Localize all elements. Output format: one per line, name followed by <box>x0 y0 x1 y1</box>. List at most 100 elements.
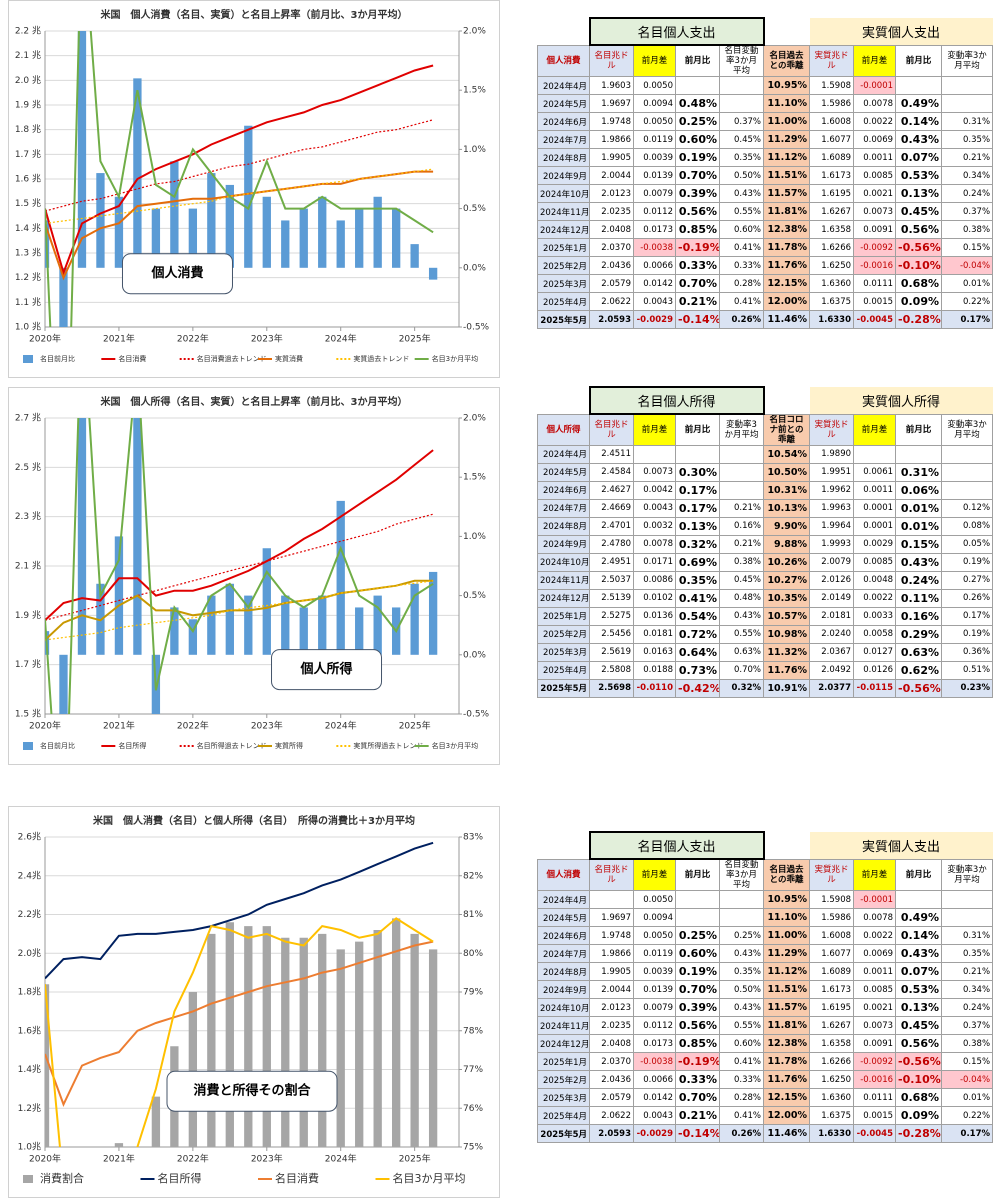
y2-tick-label: 79% <box>463 988 483 998</box>
row-label: 2025年4月 <box>537 660 590 680</box>
cell: 12.00% <box>763 292 811 311</box>
cell: 0.41% <box>718 238 765 257</box>
bar <box>373 930 382 1147</box>
cell: 2.0622 <box>589 292 634 311</box>
column-header: 名目兆ドル <box>589 44 634 77</box>
column-header: 変動率3か月平均 <box>718 413 765 446</box>
cell: 12.00% <box>763 1106 811 1125</box>
cell: 1.6375 <box>809 292 855 311</box>
group-header: 名目個人支出 <box>588 831 765 860</box>
cell: 0.12% <box>941 498 993 518</box>
cell: 0.21% <box>718 498 765 518</box>
annotation-box <box>166 1070 338 1112</box>
bar <box>318 595 327 655</box>
legend-label: 名目所得過去トレンド <box>197 741 267 750</box>
data-row: 2025年2月 2.0436 0.0066 0.33% 0.33% 11.76% 1.625… <box>537 1070 993 1089</box>
bar <box>114 536 124 655</box>
line <box>45 418 434 714</box>
cell: 0.0112 <box>633 1016 676 1035</box>
cell: 1.9951 <box>809 462 855 482</box>
cell: 0.45% <box>895 202 943 221</box>
cell: 2.0235 <box>589 202 634 221</box>
cell: 0.09% <box>895 292 943 311</box>
cell: 2.0367 <box>809 642 855 662</box>
cell: 11.76% <box>763 256 811 275</box>
cell: 1.6173 <box>809 166 855 185</box>
cell <box>718 462 765 482</box>
row-label: 2024年11月 <box>537 1016 590 1035</box>
bar <box>392 918 401 1147</box>
row-label: 2024年6月 <box>537 480 590 500</box>
data-row: 2025年4月 2.0622 0.0043 0.21% 0.41% 12.00% 1.637… <box>537 1106 993 1125</box>
cell: 0.13% <box>675 516 720 536</box>
cell: 0.56% <box>895 220 943 239</box>
column-header: 前月比 <box>895 44 943 77</box>
cell: 2.0240 <box>809 624 855 644</box>
column-header: 前月比 <box>675 44 720 77</box>
blank-cell <box>538 18 590 45</box>
cell: 0.0033 <box>853 606 897 626</box>
cell: 0.0048 <box>853 570 897 590</box>
data-row: 2024年7月 2.4669 0.0043 0.17% 0.21% 10.13% 1.996… <box>537 498 993 518</box>
cell: 0.21% <box>675 292 720 311</box>
cell: -0.0092 <box>853 1052 897 1071</box>
bar <box>336 500 345 655</box>
cell: 0.31% <box>895 462 943 482</box>
y2-tick-label: 80% <box>463 949 483 959</box>
data-row: 2025年3月 2.0579 0.0142 0.70% 0.28% 12.15% 1.636… <box>537 274 993 293</box>
cell: 1.6358 <box>809 1034 855 1053</box>
cell: 12.15% <box>763 1088 811 1107</box>
cell: 2.0044 <box>589 166 634 185</box>
cell: -0.0001 <box>853 76 897 95</box>
cell: 0.29% <box>895 624 943 644</box>
bar <box>114 1143 124 1147</box>
cell: 2.4701 <box>589 516 634 536</box>
y2-tick-label: 1.0% <box>463 532 486 542</box>
x-tick-label: 2024年 <box>325 333 357 345</box>
row-label: 2024年6月 <box>537 926 590 945</box>
cell: 1.9962 <box>809 480 855 500</box>
data-row: 2024年7月 1.9866 0.0119 0.60% 0.43% 11.29% 1.607… <box>537 944 993 963</box>
cell: 11.00% <box>763 926 811 945</box>
cell: 0.50% <box>718 166 765 185</box>
data-row: 2025年3月 2.0579 0.0142 0.70% 0.28% 12.15% 1.636… <box>537 1088 993 1107</box>
y-tick-label: 2.1 兆 <box>15 50 41 61</box>
cell: 0.0032 <box>633 516 676 536</box>
x-tick-label: 2023年 <box>251 1153 283 1165</box>
cell: 0.63% <box>718 642 765 662</box>
cell: 0.53% <box>895 980 943 999</box>
cell: 2.0126 <box>809 570 855 590</box>
cell: 0.0039 <box>633 962 676 981</box>
data-table: 名目個人所得 実質個人所得 個人所得 名目兆ドル 前月差 前月比 変動率3か月平均 名目コロナ… <box>537 386 993 698</box>
cell: 0.32% <box>675 534 720 554</box>
cell: 2.5275 <box>589 606 634 626</box>
line <box>45 168 434 224</box>
cell: 0.0043 <box>633 292 676 311</box>
data-table: 名目個人支出 実質個人支出 個人消費 名目兆ドル 前月差 前月比 名目変動率3か月平均 名目過… <box>537 17 993 329</box>
row-label: 2025年1月 <box>537 606 590 626</box>
row-label: 2024年10月 <box>537 998 590 1017</box>
cell: 0.64% <box>675 642 720 662</box>
bar <box>188 619 198 655</box>
data-row: 2025年4月 2.5808 0.0188 0.73% 0.70% 11.76% 2.049… <box>537 660 993 680</box>
cell: 0.0015 <box>853 1106 897 1125</box>
cell: 0.0078 <box>853 908 897 927</box>
cell: 10.95% <box>763 76 811 95</box>
row-label: 2024年5月 <box>537 908 590 927</box>
cell: -0.0115 <box>853 678 897 698</box>
cell <box>675 890 720 909</box>
bar <box>299 937 308 1147</box>
row-label: 2024年7月 <box>537 498 590 518</box>
cell: -0.56% <box>895 678 943 698</box>
cell: -0.10% <box>895 256 943 275</box>
data-row: 2024年5月 1.9697 0.0094 11.10% 1.5986 0.0078 0.4… <box>537 908 993 927</box>
cell: 0.36% <box>941 642 993 662</box>
cell: 0.22% <box>941 1106 993 1125</box>
cell: 0.45% <box>718 130 765 149</box>
cell: 0.0085 <box>853 980 897 999</box>
bar <box>373 595 382 655</box>
cell: -0.0016 <box>853 256 897 275</box>
cell: 10.26% <box>763 552 811 572</box>
cell: 0.70% <box>718 660 765 680</box>
cell: 0.55% <box>718 624 765 644</box>
